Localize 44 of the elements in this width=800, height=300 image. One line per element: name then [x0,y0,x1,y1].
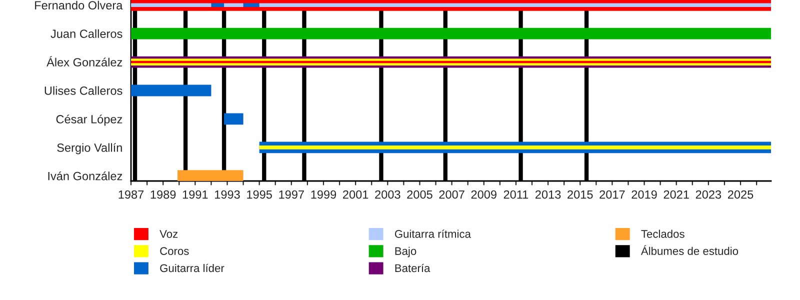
bar [259,146,771,150]
legend-label: Bajo [395,246,416,258]
x-tick-label: 2017 [600,190,625,199]
x-tick-label: 2001 [343,190,368,199]
x-tick-label: 2011 [504,190,528,199]
x-tick-label: 2021 [664,190,689,199]
x-tick-label: 1993 [215,190,240,199]
legend-label: Álbumes de estudio [640,245,738,255]
x-tick-label: 1999 [311,190,336,199]
bar [131,3,212,8]
legend-label: Batería [395,264,430,272]
x-tick-label: 2025 [728,190,754,199]
x-tick-label: 2019 [632,190,657,199]
y-tick-label: Iván González [48,171,122,180]
legend-label: Guitarra rítmica [394,230,471,238]
x-tick-label: 2013 [536,190,561,199]
y-tick-label: Juan Calleros [50,29,122,38]
x-tick-label: 1997 [279,190,304,199]
bar [224,113,244,125]
bar [131,84,212,96]
bar [178,170,244,181]
y-tick-label: Sergio Vallín [57,143,122,154]
legend-label: Coros [160,247,189,255]
x-tick-label: 1987 [118,190,144,199]
x-tick-label: 2015 [568,190,593,199]
x-tick-label: 1991 [182,190,208,199]
x-tick-label: 2023 [696,190,722,199]
y-tick-label: Álex González [46,56,122,66]
x-tick-label: 2005 [407,190,432,199]
y-tick-label: Ulises Calleros [44,86,122,95]
legend-label: Voz [160,230,178,238]
bar [224,3,244,8]
bar [243,3,260,8]
x-tick-label: 1995 [247,190,272,199]
y-tick-label: Fernando Olvera [35,0,123,10]
y-tick-label: César López [56,114,122,126]
legend-label: Guitarra líder [160,264,224,272]
bar [131,28,771,40]
x-tick-label: 2009 [471,190,496,199]
x-tick-label: 2003 [375,190,400,199]
legend-label: Teclados [641,230,684,238]
x-tick-label: 2007 [439,190,464,199]
bar [259,3,771,8]
x-tick-label: 1989 [150,190,176,199]
